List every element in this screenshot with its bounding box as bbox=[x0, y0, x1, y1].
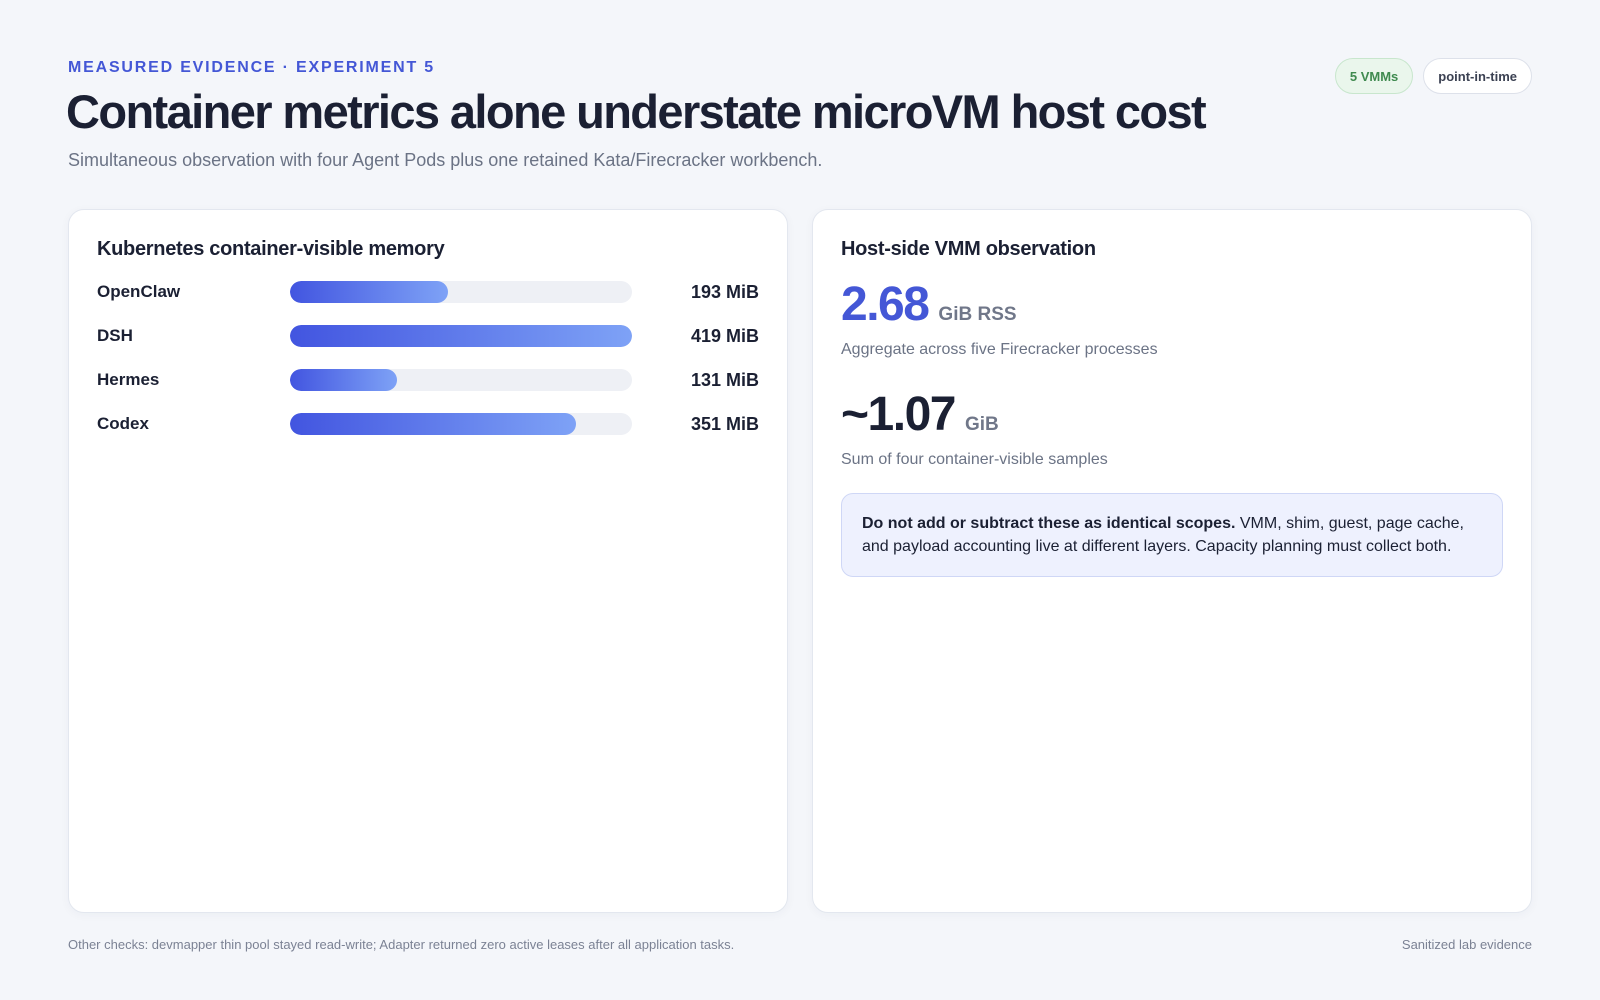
memory-row-openclaw: OpenClaw 193 MiB bbox=[97, 281, 759, 303]
scope-warning-note: Do not add or subtract these as identica… bbox=[841, 493, 1503, 577]
container-sum-description: Sum of four container-visible samples bbox=[841, 451, 1108, 468]
memory-bar-track bbox=[290, 413, 632, 435]
page-subtitle: Simultaneous observation with four Agent… bbox=[68, 150, 823, 170]
scope-warning-bold: Do not add or subtract these as identica… bbox=[862, 515, 1236, 532]
rss-metric-unit: GiB RSS bbox=[938, 304, 1017, 325]
rss-metric-value: 2.68 bbox=[841, 278, 930, 331]
footer-source-note: Sanitized lab evidence bbox=[1401, 937, 1532, 952]
rss-metric: 2.68 GiB RSS Aggregate across five Firec… bbox=[841, 281, 1503, 359]
memory-row-label: Codex bbox=[97, 414, 149, 433]
memory-bar-track bbox=[290, 281, 632, 303]
host-vmm-card: Host-side VMM observation 2.68 GiB RSS A… bbox=[812, 209, 1532, 913]
memory-row-label: Hermes bbox=[97, 370, 160, 389]
memory-bar-fill bbox=[290, 369, 397, 391]
host-vmm-title: Host-side VMM observation bbox=[841, 238, 1096, 260]
container-memory-title: Kubernetes container-visible memory bbox=[97, 238, 445, 260]
rss-metric-description: Aggregate across five Firecracker proces… bbox=[841, 341, 1158, 358]
memory-bar-fill bbox=[290, 325, 632, 347]
point-in-time-badge: point-in-time bbox=[1423, 58, 1532, 94]
footer-checks-note: Other checks: devmapper thin pool stayed… bbox=[68, 937, 735, 952]
badge-group: 5 VMMs point-in-time bbox=[1334, 58, 1532, 94]
memory-bar-fill bbox=[290, 281, 448, 303]
memory-row-value: 131 MiB bbox=[690, 369, 759, 390]
memory-bar-track bbox=[290, 369, 632, 391]
container-memory-card: Kubernetes container-visible memory Open… bbox=[68, 209, 788, 913]
memory-row-dsh: DSH 419 MiB bbox=[97, 325, 759, 347]
vmm-count-badge: 5 VMMs bbox=[1334, 58, 1414, 94]
memory-bar-track bbox=[290, 325, 632, 347]
page-title: Container metrics alone understate micro… bbox=[66, 85, 1207, 138]
eyebrow-label: MEASURED EVIDENCE · EXPERIMENT 5 bbox=[68, 59, 435, 76]
memory-row-value: 193 MiB bbox=[690, 281, 759, 302]
memory-row-codex: Codex 351 MiB bbox=[97, 413, 759, 435]
memory-row-value: 419 MiB bbox=[690, 325, 759, 346]
memory-row-value: 351 MiB bbox=[690, 413, 759, 434]
memory-row-hermes: Hermes 131 MiB bbox=[97, 369, 759, 391]
container-sum-unit: GiB bbox=[964, 414, 999, 435]
memory-row-label: OpenClaw bbox=[97, 282, 181, 301]
memory-bar-fill bbox=[290, 413, 577, 435]
container-sum-metric: ~1.07 GiB Sum of four container-visible … bbox=[841, 391, 1503, 469]
memory-row-label: DSH bbox=[97, 326, 133, 345]
container-sum-value: ~1.07 bbox=[841, 388, 956, 441]
scope-warning-text: VMM, shim, guest, page cache, and payloa… bbox=[862, 515, 1464, 555]
